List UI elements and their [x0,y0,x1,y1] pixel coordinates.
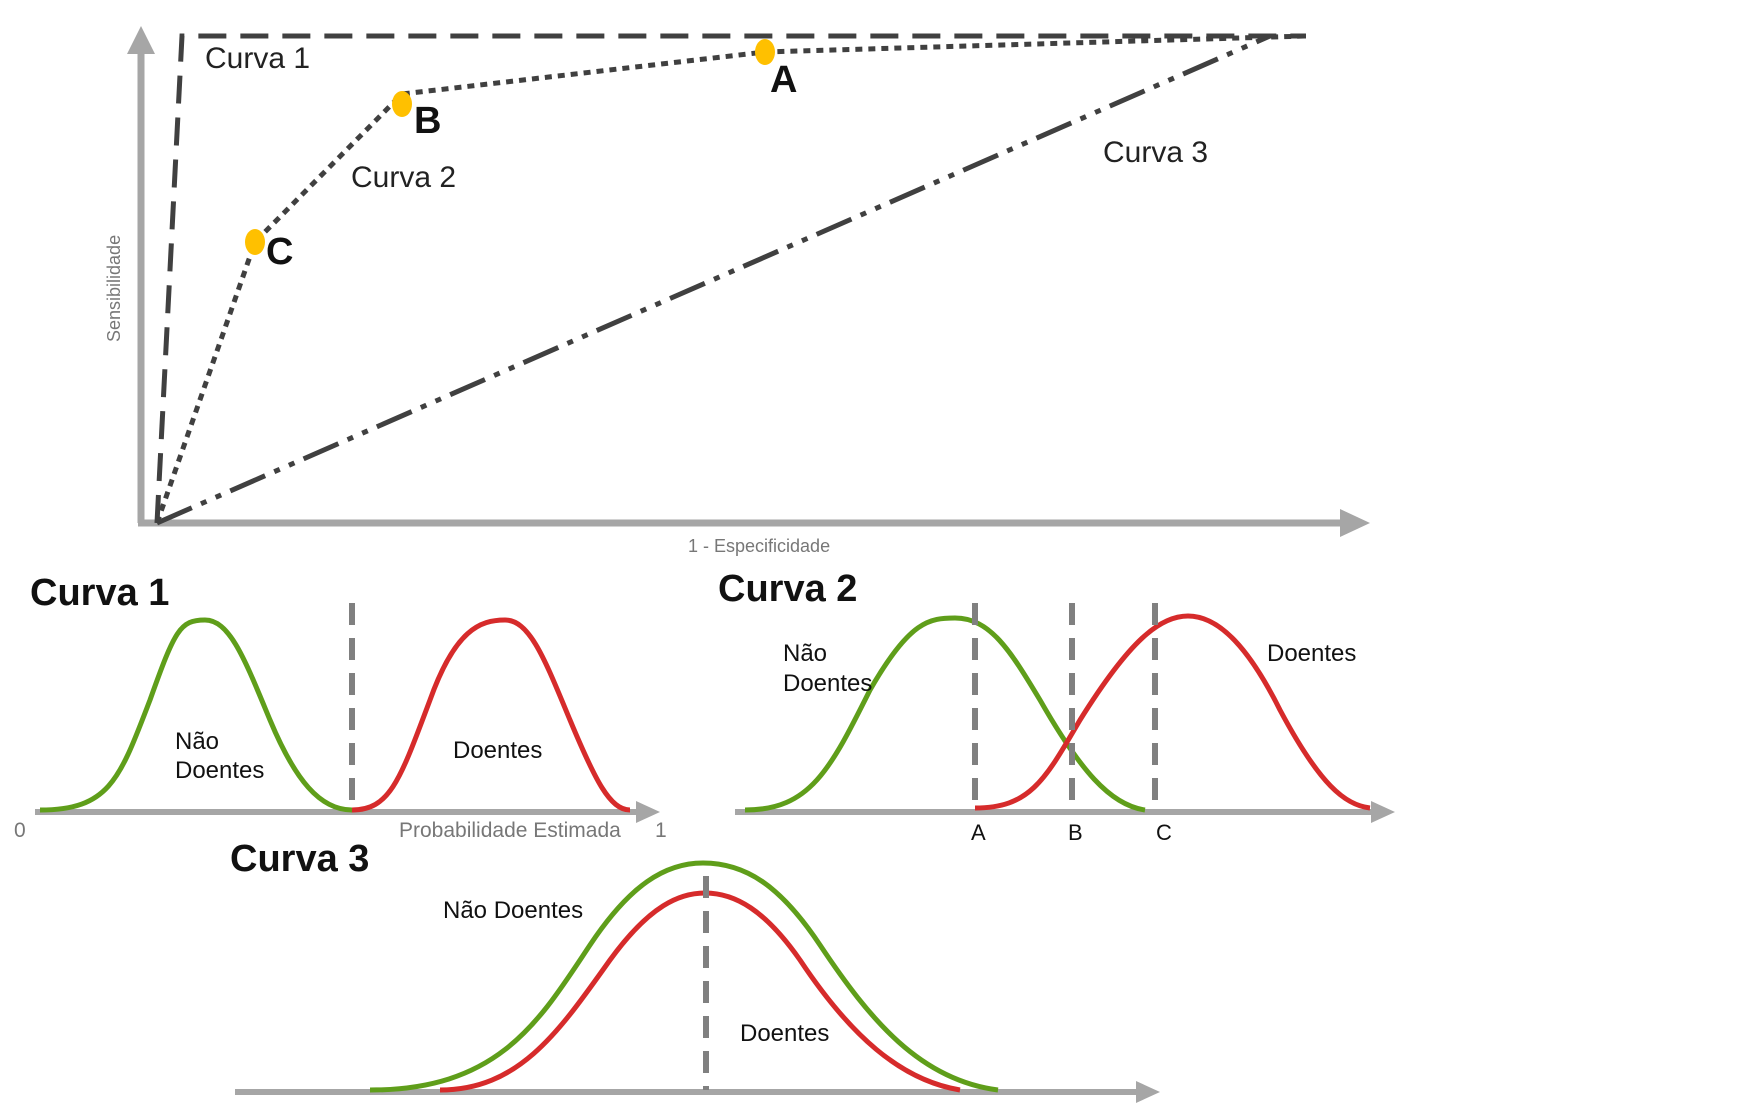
panel-curva-2-threshold-b-label: B [1068,820,1083,845]
panel-curva-1-label-doentes-sick: Doentes [453,737,542,764]
panel-curva-1-axis-title: Probabilidade Estimada [399,819,621,842]
panel-curva-1-title: Curva 1 [30,572,169,614]
panel-curva-1: Curva 1 Não Doentes Doentes 0 Probabilid… [14,572,667,842]
panel-curva-2-sick-curve [974,613,1371,811]
roc-curve-1 [154,33,1306,524]
roc-plot: A B C Curva 1 Curva 2 Curva 3 Sensibilid… [104,26,1370,556]
panel-curva-1-axis-end: 1 [655,819,667,842]
panel-curva-2-title: Curva 2 [718,568,857,610]
panel-curva-2-label-doentes-sick: Doentes [1267,640,1356,667]
panel-curva-1-axis-start: 0 [14,819,26,842]
panel-curva-3-axis-arrow [1136,1081,1160,1103]
panel-curva-2-axis-arrow [1371,801,1395,823]
panel-curva-1-label-doentes-healthy: Doentes [175,757,264,784]
roc-y-axis-arrow [127,26,155,54]
roc-curve-2 [154,33,1307,524]
panel-curva-1-sick-curve [351,617,631,813]
roc-curve-3-label: Curva 3 [1103,136,1208,169]
roc-x-axis-arrow [1340,509,1370,537]
panel-curva-1-axis-arrow [636,801,660,823]
panel-curva-3: Curva 3 Não Doentes Doentes [230,838,1160,1103]
panel-curva-1-label-nao: Não [175,728,219,755]
panel-curva-3-title: Curva 3 [230,838,369,880]
panel-curva-1-healthy-curve [39,617,353,813]
panel-curva-2-label-doentes-healthy: Doentes [783,670,872,697]
roc-point-c-label: C [266,231,293,273]
panel-curva-3-healthy-curve [369,860,999,1093]
roc-x-axis-label: 1 - Especificidade [688,536,830,556]
roc-point-b [392,91,412,117]
roc-point-b-label: B [414,100,441,142]
roc-y-axis-label: Sensibilidade [104,235,124,342]
panel-curva-2-label-nao: Não [783,640,827,667]
panel-curva-3-label-nao-doentes: Não Doentes [443,897,583,924]
panel-curva-2: Curva 2 Não Doentes Doentes A B C [718,568,1395,845]
roc-point-a-label: A [770,59,797,101]
roc-curve-3 [155,33,1272,526]
roc-point-a [755,39,775,65]
roc-point-c [245,229,265,255]
panel-curva-2-threshold-a-label: A [971,820,986,845]
panel-curva-2-threshold-c-label: C [1156,820,1172,845]
roc-curve-1-label: Curva 1 [205,42,310,75]
roc-curve-2-label: Curva 2 [351,161,456,194]
panel-curva-3-label-doentes: Doentes [740,1020,829,1047]
